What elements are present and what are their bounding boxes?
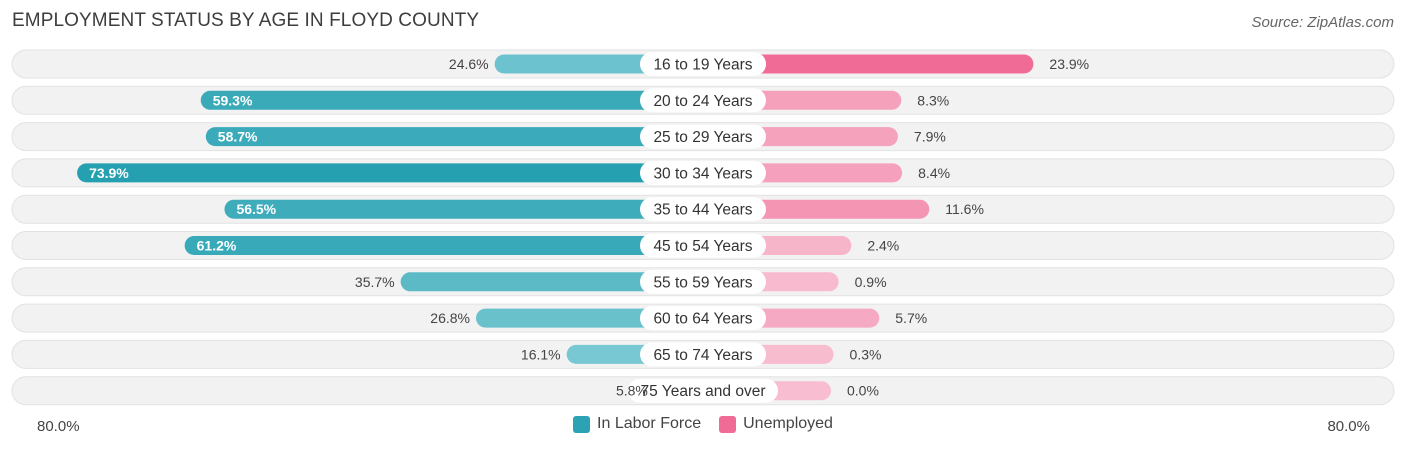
value-label-labor-force: 61.2% — [197, 238, 237, 254]
value-label-labor-force: 56.5% — [236, 201, 276, 217]
category-label-bg — [640, 306, 766, 331]
legend-item-labor-force[interactable]: In Labor Force — [573, 415, 701, 433]
category-label: 35 to 44 Years — [653, 202, 752, 219]
category-label: 75 Years and over — [641, 383, 766, 400]
value-label-unemployed: 7.9% — [914, 129, 946, 145]
category-label: 55 to 59 Years — [653, 274, 752, 291]
bar-labor-force — [224, 199, 713, 219]
legend-label-unemployed: Unemployed — [743, 415, 833, 432]
category-label-bg — [640, 342, 766, 367]
category-label: 65 to 74 Years — [653, 347, 752, 364]
value-label-unemployed: 0.0% — [847, 383, 879, 399]
value-label-labor-force: 58.7% — [218, 129, 258, 145]
legend-label-labor-force: In Labor Force — [597, 415, 702, 432]
bar-labor-force — [77, 163, 713, 183]
category-label-bg — [640, 233, 766, 258]
category-label-bg — [640, 269, 766, 294]
value-label-unemployed: 11.6% — [945, 201, 984, 217]
category-label: 20 to 24 Years — [653, 93, 752, 110]
axis-left-label: 80.0% — [37, 418, 80, 435]
value-label-labor-force: 24.6% — [449, 56, 489, 72]
legend: In Labor Force Unemployed — [0, 415, 1406, 433]
bar-labor-force — [400, 272, 713, 292]
value-label-labor-force: 16.1% — [521, 346, 561, 362]
value-label-labor-force: 5.8% — [616, 383, 648, 399]
value-label-labor-force: 26.8% — [430, 310, 470, 326]
category-label-bg — [628, 378, 778, 403]
legend-swatch-labor-force — [573, 415, 591, 433]
value-label-labor-force: 73.9% — [89, 165, 129, 181]
bar-labor-force — [205, 127, 713, 147]
bar-labor-force — [200, 90, 713, 110]
chart-area: 16 to 19 Years 24.6% 23.9% 20 to 24 Years 59… — [11, 49, 1395, 406]
category-label-bg — [640, 52, 766, 76]
value-label-labor-force: 59.3% — [213, 92, 253, 108]
chart-title: EMPLOYMENT STATUS BY AGE IN FLOYD COUNTY — [12, 10, 480, 31]
category-label-bg — [640, 88, 766, 113]
category-label: 16 to 19 Years — [653, 57, 752, 74]
value-label-unemployed: 0.3% — [850, 346, 882, 362]
value-label-unemployed: 23.9% — [1049, 56, 1089, 72]
legend-item-unemployed[interactable]: Unemployed — [719, 415, 833, 433]
value-label-unemployed: 0.9% — [855, 274, 887, 290]
bar-unemployed — [693, 54, 1034, 74]
category-label: 60 to 64 Years — [653, 311, 752, 328]
axis-right-label: 80.0% — [1327, 418, 1370, 435]
category-label-bg — [640, 124, 766, 149]
bar-labor-force — [184, 236, 714, 255]
category-label: 25 to 29 Years — [653, 129, 752, 146]
value-label-unemployed: 5.7% — [895, 310, 927, 326]
value-label-unemployed: 8.3% — [917, 92, 949, 108]
category-label-bg — [640, 197, 766, 222]
category-label: 30 to 34 Years — [653, 165, 752, 182]
source-note: Source: ZipAtlas.com — [1251, 14, 1394, 31]
value-label-labor-force: 35.7% — [355, 274, 395, 290]
legend-swatch-unemployed — [719, 415, 737, 433]
value-label-unemployed: 8.4% — [918, 165, 950, 181]
category-label-bg — [640, 160, 766, 185]
category-label: 45 to 54 Years — [653, 238, 752, 255]
value-label-unemployed: 2.4% — [867, 238, 899, 254]
